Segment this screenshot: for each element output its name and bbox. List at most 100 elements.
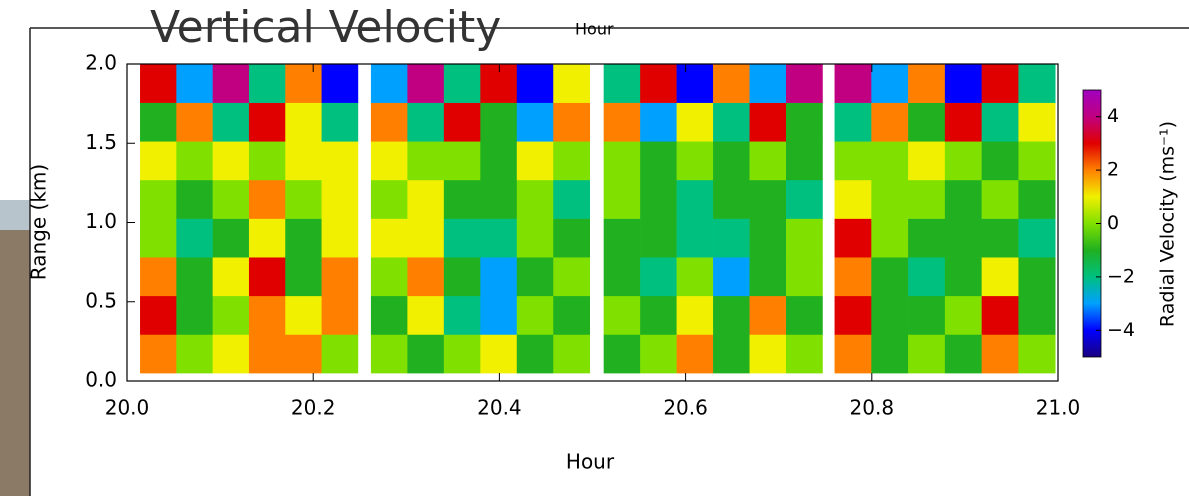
heatmap-cell: [370, 64, 408, 103]
heatmap-cell: [176, 102, 213, 142]
heatmap-cell: [749, 218, 787, 258]
heatmap-cell: [516, 334, 554, 374]
heatmap-cell: [140, 102, 177, 142]
heatmap-cell: [713, 64, 750, 103]
heatmap-cell: [176, 218, 213, 258]
heatmap-cell: [140, 334, 177, 374]
heatmap-cell: [443, 179, 481, 219]
heatmap-cell: [516, 257, 554, 297]
heatmap-cell: [944, 218, 982, 258]
heatmap-cell: [407, 64, 445, 103]
heatmap-cell: [785, 334, 823, 374]
x-tick-label: 20.2: [291, 396, 336, 420]
heatmap-cell: [480, 257, 518, 297]
heatmap-cell: [212, 257, 250, 297]
heatmap-cell: [370, 334, 408, 374]
heatmap-cell: [640, 102, 677, 142]
heatmap-cell: [480, 218, 518, 258]
heatmap-cell: [176, 334, 213, 374]
colorbar-tick-label: 2: [1107, 159, 1119, 181]
heatmap-cell: [285, 102, 322, 142]
heatmap-cell: [981, 218, 1019, 258]
heatmap-cell: [248, 179, 286, 219]
heatmap-cell: [944, 257, 982, 297]
y-tick-label: 1.5: [85, 130, 117, 154]
heatmap-cell: [321, 295, 359, 335]
heatmap-cell: [370, 102, 408, 142]
heatmap-cell: [553, 179, 591, 219]
heatmap-cell: [212, 64, 250, 103]
heatmap-cell: [1018, 64, 1056, 103]
heatmap-cell: [443, 257, 481, 297]
heatmap-cell: [248, 334, 286, 374]
chart-title: Vertical Velocity: [150, 2, 501, 53]
heatmap-cell: [443, 334, 481, 374]
heatmap-cell: [871, 102, 909, 142]
heatmap-cell: [212, 334, 250, 374]
heatmap-cell: [908, 218, 946, 258]
heatmap-cell: [480, 334, 518, 374]
heatmap-cell: [553, 334, 591, 374]
heatmap-cell: [443, 102, 481, 142]
heatmap-cell: [713, 218, 750, 258]
heatmap-cell: [785, 102, 823, 142]
heatmap-cell: [640, 179, 677, 219]
heatmap-cell: [370, 141, 408, 181]
heatmap-cell: [248, 141, 286, 181]
heatmap-cell: [834, 295, 872, 335]
heatmap-cell: [834, 102, 872, 142]
heatmap-cell: [908, 334, 946, 374]
heatmap-cell: [603, 295, 641, 335]
colorbar-tick-label: −2: [1107, 265, 1135, 287]
heatmap-cell: [713, 295, 750, 335]
heatmap-cell: [676, 295, 714, 335]
heatmap-cell: [749, 179, 787, 219]
x-tick-label: 21.0: [1036, 396, 1081, 420]
heatmap-cell: [480, 64, 518, 103]
x-tick-label: 20.0: [105, 396, 150, 420]
y-tick-label: 1.0: [85, 209, 117, 233]
heatmap-cell: [834, 141, 872, 181]
heatmap-cell: [321, 334, 359, 374]
heatmap-cell: [516, 218, 554, 258]
heatmap-cell: [785, 295, 823, 335]
heatmap-cell: [713, 141, 750, 181]
heatmap-cell: [944, 102, 982, 142]
heatmap: [140, 64, 1056, 374]
heatmap-cell: [140, 141, 177, 181]
heatmap-cell: [944, 64, 982, 103]
top-axis-label: Hour: [575, 20, 614, 39]
heatmap-cell: [749, 102, 787, 142]
heatmap-cell: [603, 64, 641, 103]
heatmap-cell: [676, 102, 714, 142]
heatmap-cell: [981, 141, 1019, 181]
heatmap-cell: [676, 257, 714, 297]
heatmap-cell: [1018, 218, 1056, 258]
colorbar-tick-label: 0: [1107, 212, 1119, 234]
heatmap-cell: [321, 141, 359, 181]
heatmap-cell: [603, 257, 641, 297]
heatmap-cell: [834, 218, 872, 258]
heatmap-cell: [212, 218, 250, 258]
heatmap-cell: [407, 218, 445, 258]
heatmap-cell: [176, 64, 213, 103]
heatmap-cell: [603, 218, 641, 258]
heatmap-cell: [321, 218, 359, 258]
y-tick-label: 0.0: [85, 368, 117, 392]
heatmap-cell: [1018, 141, 1056, 181]
heatmap-cell: [516, 102, 554, 142]
heatmap-cell: [944, 334, 982, 374]
heatmap-cell: [553, 257, 591, 297]
heatmap-cell: [749, 334, 787, 374]
heatmap-cell: [676, 141, 714, 181]
heatmap-cell: [370, 295, 408, 335]
y-tick-label: 2.0: [85, 51, 117, 75]
heatmap-cell: [871, 334, 909, 374]
heatmap-cell: [480, 141, 518, 181]
heatmap-cell: [944, 141, 982, 181]
x-tick-label: 20.6: [663, 396, 708, 420]
heatmap-cell: [713, 179, 750, 219]
heatmap-cell: [516, 295, 554, 335]
heatmap-cell: [321, 179, 359, 219]
heatmap-cell: [370, 179, 408, 219]
